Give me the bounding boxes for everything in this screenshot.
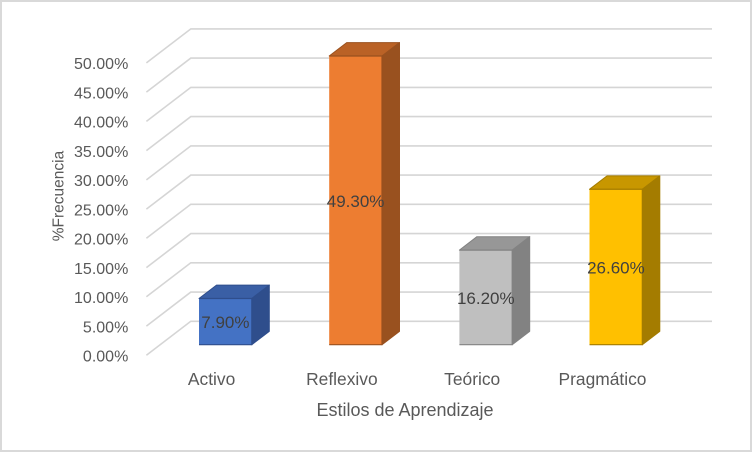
svg-text:50.00%: 50.00% [74,56,128,73]
svg-text:25.00%: 25.00% [74,202,128,219]
svg-text:20.00%: 20.00% [74,232,128,249]
svg-text:%Frecuencia: %Frecuencia [51,150,68,241]
svg-text:Teórico: Teórico [444,369,500,389]
svg-text:35.00%: 35.00% [74,144,128,161]
svg-text:10.00%: 10.00% [74,290,128,307]
svg-text:5.00%: 5.00% [83,319,128,336]
svg-text:7.90%: 7.90% [201,313,249,332]
svg-text:30.00%: 30.00% [74,173,128,190]
svg-text:0.00%: 0.00% [83,349,128,366]
svg-text:Activo: Activo [188,369,235,389]
svg-text:16.20%: 16.20% [457,289,515,308]
svg-text:15.00%: 15.00% [74,261,128,278]
svg-text:Pragmático: Pragmático [559,369,647,389]
svg-text:49.30%: 49.30% [327,192,385,211]
svg-text:40.00%: 40.00% [74,115,128,132]
svg-text:Reflexivo: Reflexivo [306,369,378,389]
svg-text:26.60%: 26.60% [587,258,645,277]
svg-text:Estilos de Aprendizaje: Estilos de Aprendizaje [316,400,493,420]
svg-text:45.00%: 45.00% [74,85,128,102]
